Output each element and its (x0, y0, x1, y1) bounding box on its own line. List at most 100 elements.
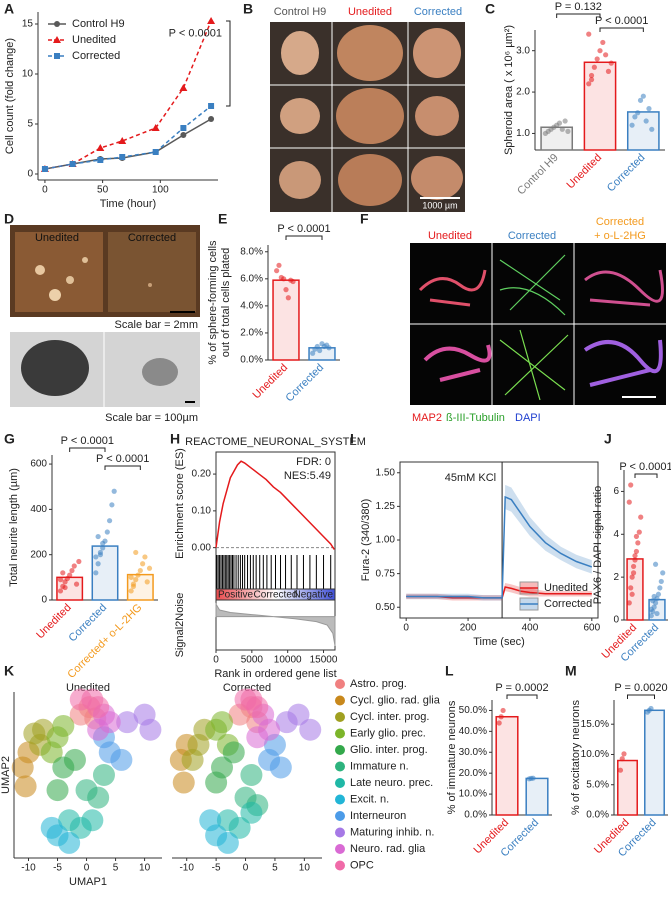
y-tick-label: 400 (30, 504, 47, 515)
legend-label: Neuro. rad. glia (350, 843, 426, 855)
legend-marker (335, 712, 345, 722)
legend-marker (54, 53, 60, 59)
legend-label: Corrected (72, 50, 120, 62)
cluster-point (199, 809, 222, 832)
cluster-point (269, 756, 292, 779)
cluster-point (23, 722, 46, 745)
panel-letter: I (350, 431, 354, 447)
point (617, 767, 624, 773)
y-axis-label: Enrichment score (ES) (174, 448, 186, 559)
y-tick-label: 0.0% (586, 810, 609, 821)
point (619, 756, 625, 762)
neurite (418, 269, 487, 307)
y-tick-label: 1.25 (376, 501, 396, 512)
image-label: Unedited (35, 232, 79, 244)
p-value: P < 0.0001 (277, 223, 330, 235)
legend-marker (335, 827, 345, 838)
series-line (44, 105, 212, 170)
legend-marker (335, 811, 345, 821)
spheroid (338, 154, 402, 206)
point (565, 128, 571, 134)
spheroid (337, 25, 403, 81)
point (276, 262, 282, 268)
point (128, 574, 134, 580)
spheroid (279, 161, 321, 199)
cluster-point (40, 816, 63, 839)
point (626, 499, 632, 505)
spheroid (415, 96, 459, 136)
point (649, 126, 655, 132)
cluster-point (246, 726, 269, 749)
p-value: P < 0.0001 (169, 27, 222, 39)
point (140, 561, 146, 567)
point (530, 775, 536, 781)
point (657, 585, 663, 591)
x-axis-label: Time (sec) (473, 636, 525, 648)
point (498, 714, 504, 720)
legend-marker (335, 761, 345, 772)
x-tick-label: 0 (84, 863, 90, 874)
point (106, 518, 113, 524)
point (130, 583, 137, 590)
point (496, 720, 502, 726)
cluster-point (40, 741, 63, 764)
image-label: Corrected (508, 230, 556, 242)
image-label: Unedited (428, 230, 472, 242)
x-axis-label: Rank in ordered gene list (214, 668, 336, 680)
bracket (627, 694, 655, 699)
bracket (556, 13, 601, 18)
sphere (49, 289, 61, 301)
cluster-point (87, 718, 110, 741)
x-tick-label: -5 (53, 863, 62, 874)
point (57, 577, 64, 583)
series-line (44, 20, 212, 170)
panel-letter: M (565, 663, 577, 679)
cluster-point (181, 748, 204, 771)
legend-label: OPC (350, 859, 374, 871)
point (208, 116, 215, 122)
point (119, 154, 126, 160)
spheroid (336, 88, 404, 144)
x-tick-label: -10 (179, 863, 194, 874)
p-value: P < 0.0001 (96, 453, 149, 465)
point (586, 31, 592, 37)
point (500, 707, 506, 714)
p-value: P < 0.0001 (595, 15, 648, 27)
well (108, 232, 196, 312)
sphere (142, 358, 178, 386)
legend-marker (335, 745, 345, 755)
scale-label: Scale bar = 2mm (115, 319, 198, 331)
cluster-point (81, 809, 104, 832)
legend-marker (53, 36, 61, 43)
x-axis-label: UMAP1 (69, 876, 107, 888)
y-tick-label: 6.0% (240, 273, 263, 284)
point (104, 529, 110, 535)
point (652, 561, 659, 567)
legend-label: Cycl. inter. prog. (350, 711, 429, 723)
y-tick-label: 5 (27, 119, 33, 130)
point (605, 68, 612, 74)
y-tick-label: 40.0% (459, 726, 487, 737)
point (635, 110, 641, 116)
sphere (21, 340, 89, 396)
x-tick-label: 5 (113, 863, 119, 874)
y-tick-label: 0.75 (376, 568, 396, 579)
cluster-point (92, 764, 115, 786)
legend-label: Cycl. glio. rad. glia (350, 694, 441, 706)
y-tick-label: 200 (30, 549, 47, 560)
point (635, 540, 641, 546)
point (283, 287, 289, 293)
y-axis-label: % of immature neurons (446, 700, 458, 814)
y-tick-label: 0.0% (240, 355, 263, 366)
p-value: P < 0.0001 (619, 461, 671, 473)
y-tick-label: 1.00 (376, 535, 396, 546)
point (633, 548, 640, 555)
point (603, 52, 609, 58)
point (100, 545, 106, 551)
legend-marker (335, 679, 345, 689)
point (285, 295, 291, 301)
panel-letter: G (4, 431, 15, 447)
scale-label: Scale bar = 100µm (105, 412, 198, 424)
y-axis-label: Spheroid area ( x 10⁶ µm²) (503, 25, 515, 155)
